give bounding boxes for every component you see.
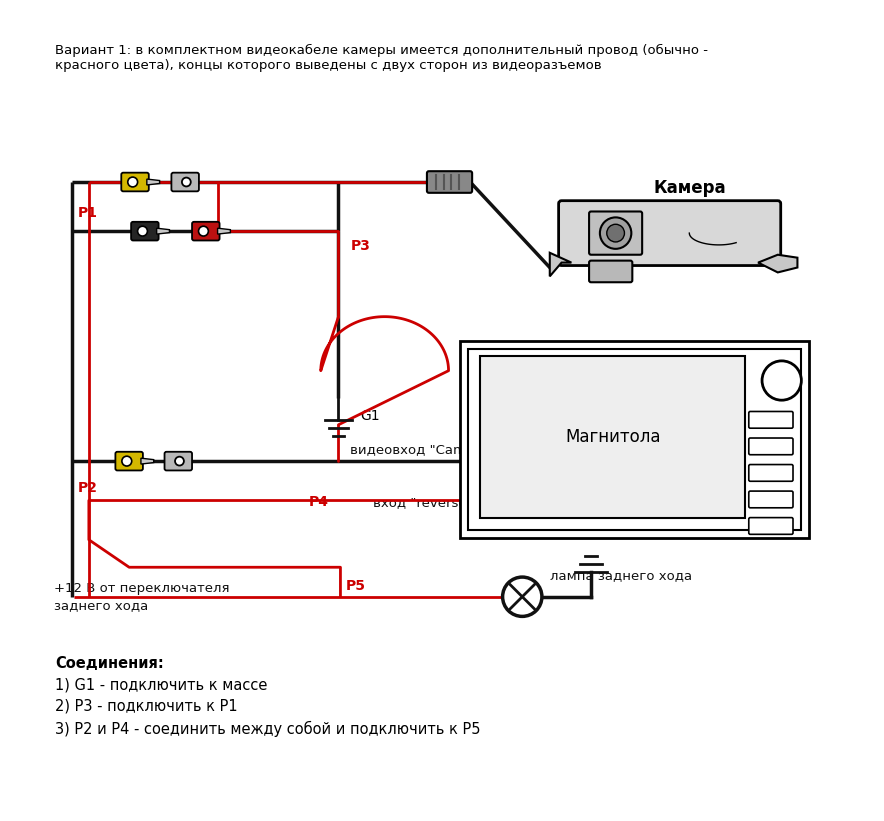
FancyBboxPatch shape [749, 411, 793, 429]
FancyBboxPatch shape [116, 452, 143, 470]
FancyBboxPatch shape [749, 491, 793, 508]
Circle shape [122, 456, 132, 466]
FancyBboxPatch shape [749, 465, 793, 481]
Polygon shape [141, 458, 154, 464]
Polygon shape [147, 179, 160, 185]
Text: Камера: Камера [653, 179, 726, 197]
FancyBboxPatch shape [461, 342, 809, 538]
Polygon shape [156, 228, 170, 234]
FancyBboxPatch shape [192, 222, 219, 241]
Circle shape [138, 227, 148, 236]
Circle shape [606, 224, 624, 242]
Polygon shape [217, 228, 231, 234]
FancyBboxPatch shape [589, 260, 632, 282]
Circle shape [182, 177, 191, 186]
FancyBboxPatch shape [164, 452, 192, 470]
Text: Вариант 1: в комплектном видеокабеле камеры имеется дополнительный провод (обычн: Вариант 1: в комплектном видеокабеле кам… [56, 44, 708, 72]
FancyBboxPatch shape [469, 349, 802, 530]
Text: P4: P4 [309, 495, 329, 509]
Circle shape [503, 577, 542, 617]
FancyBboxPatch shape [427, 172, 472, 193]
Circle shape [762, 361, 802, 400]
Circle shape [128, 177, 138, 187]
FancyBboxPatch shape [131, 222, 158, 241]
Text: +12 В от переключателя: +12 В от переключателя [55, 582, 230, 594]
Text: видеовход "Cam-In": видеовход "Cam-In" [350, 443, 489, 456]
FancyBboxPatch shape [121, 172, 149, 191]
Circle shape [199, 227, 209, 236]
Text: G1: G1 [360, 409, 380, 423]
Text: 1) G1 - подключить к массе: 1) G1 - подключить к массе [56, 677, 268, 692]
Polygon shape [758, 255, 797, 273]
Text: вход "reverse": вход "reverse" [373, 496, 473, 509]
Text: Соединения:: Соединения: [56, 656, 164, 671]
Text: 2) P3 - подключить к P1: 2) P3 - подключить к P1 [56, 699, 238, 714]
Text: P5: P5 [346, 579, 365, 593]
Circle shape [175, 456, 184, 466]
Text: P3: P3 [350, 239, 370, 253]
Text: Магнитола: Магнитола [565, 428, 660, 446]
Text: P1: P1 [78, 205, 98, 219]
Text: 3) P2 и P4 - соединить между собой и подключить к P5: 3) P2 и P4 - соединить между собой и под… [56, 721, 481, 736]
FancyBboxPatch shape [749, 517, 793, 534]
FancyBboxPatch shape [749, 438, 793, 455]
Text: заднего хода: заднего хода [55, 599, 149, 612]
FancyBboxPatch shape [480, 356, 745, 518]
Polygon shape [550, 253, 571, 277]
FancyBboxPatch shape [171, 172, 199, 191]
Text: P2: P2 [78, 481, 98, 495]
Circle shape [600, 218, 631, 249]
Text: лампа заднего хода: лампа заднего хода [550, 569, 692, 581]
FancyBboxPatch shape [559, 200, 781, 265]
FancyBboxPatch shape [589, 212, 642, 255]
